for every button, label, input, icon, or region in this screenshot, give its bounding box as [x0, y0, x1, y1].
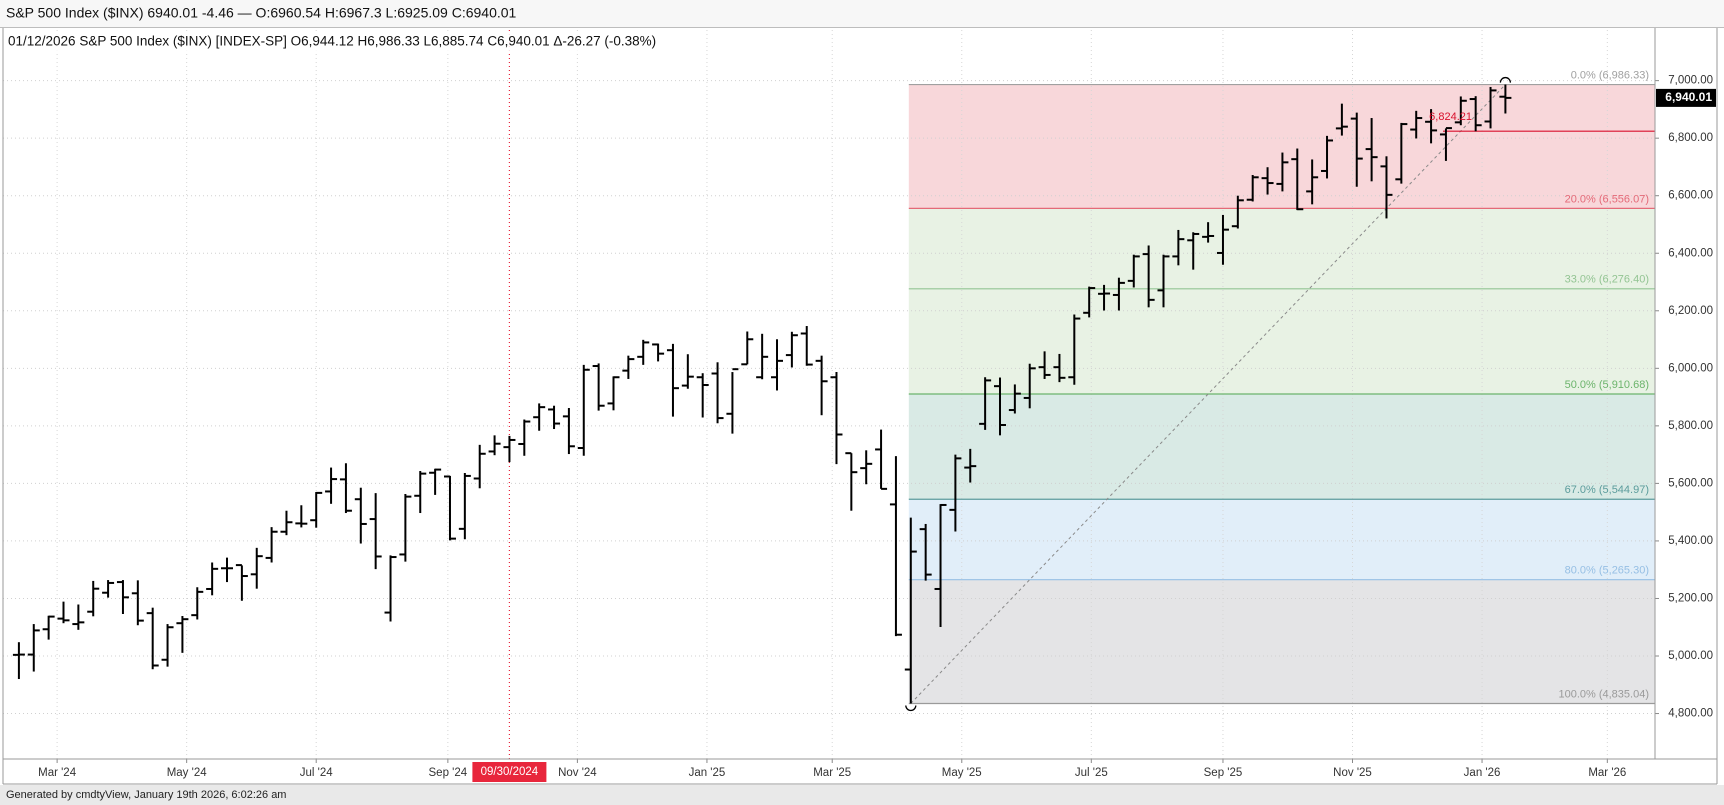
fib-label: 20.0% (6,556.07) [1565, 193, 1649, 205]
y-tick-label: 6,200.00 [1668, 305, 1713, 317]
fib-label: 33.0% (6,276.40) [1565, 274, 1649, 286]
y-tick-label: 4,800.00 [1668, 708, 1713, 720]
x-tick-label: Sep '24 [429, 767, 468, 779]
y-tick-label: 6,000.00 [1668, 362, 1713, 374]
last-price-label: 6,940.01 [1665, 90, 1712, 104]
y-tick-label: 5,400.00 [1668, 535, 1713, 547]
swing-high-marker [1499, 76, 1512, 83]
fib-label: 80.0% (5,265.30) [1565, 565, 1649, 577]
y-tick-label: 5,600.00 [1668, 477, 1713, 489]
fib-zone [908, 499, 1655, 580]
date-marker-label: 09/30/2024 [481, 766, 539, 778]
x-tick-label: Mar '25 [813, 767, 851, 779]
y-tick-label: 5,800.00 [1668, 420, 1713, 432]
swing-low-marker [905, 705, 917, 712]
y-tick-label: 5,200.00 [1668, 593, 1713, 605]
x-tick-label: Jan '26 [1464, 767, 1501, 779]
annotation-label: 6,824.21 [1429, 111, 1472, 123]
x-tick-label: May '24 [167, 767, 208, 779]
x-tick-label: Nov '25 [1333, 767, 1372, 779]
subtitle-bg [5, 32, 705, 52]
x-tick-label: Jul '25 [1075, 767, 1108, 779]
fib-zone [908, 579, 1655, 704]
fib-zone [908, 208, 1655, 289]
x-tick-label: Jul '24 [300, 767, 333, 779]
x-tick-label: Mar '24 [38, 767, 77, 779]
footer-bar [0, 785, 1724, 805]
header-bar [0, 0, 1724, 27]
x-tick-label: Mar '26 [1588, 767, 1626, 779]
fib-zone [908, 288, 1655, 395]
y-tick-label: 5,000.00 [1668, 650, 1713, 662]
chart-title: S&P 500 Index ($INX) 6940.01 -4.46 — O:6… [6, 5, 517, 21]
y-tick-label: 7,000.00 [1668, 75, 1713, 87]
x-tick-label: Nov '24 [558, 767, 597, 779]
subtitle: 01/12/2026 S&P 500 Index ($INX) [INDEX-S… [8, 34, 656, 49]
y-tick-label: 6,600.00 [1668, 190, 1713, 202]
fib-label: 50.0% (5,910.68) [1565, 379, 1649, 391]
last-price-box [1656, 88, 1716, 107]
date-marker-box [472, 762, 547, 782]
y-tick-label: 6,400.00 [1668, 247, 1713, 259]
y-tick-label: 6,800.00 [1668, 132, 1713, 144]
fib-label: 67.0% (5,544.97) [1565, 484, 1649, 496]
plot-area: 4,800.00 5,000.00 5,200.00 5,400.00 5,600.00… [2, 28, 1718, 785]
x-tick-label: Jan '25 [689, 767, 726, 779]
x-tick-label: May '25 [942, 767, 982, 779]
fib-label: 0.0% (6,986.33) [1571, 69, 1649, 81]
x-tick-label: Sep '25 [1204, 767, 1243, 779]
trend-line [910, 84, 1506, 704]
fib-zone [908, 394, 1655, 500]
footer: Generated by cmdtyView, January 19th 202… [6, 789, 286, 801]
fib-label: 100.0% (4,835.04) [1558, 688, 1649, 700]
